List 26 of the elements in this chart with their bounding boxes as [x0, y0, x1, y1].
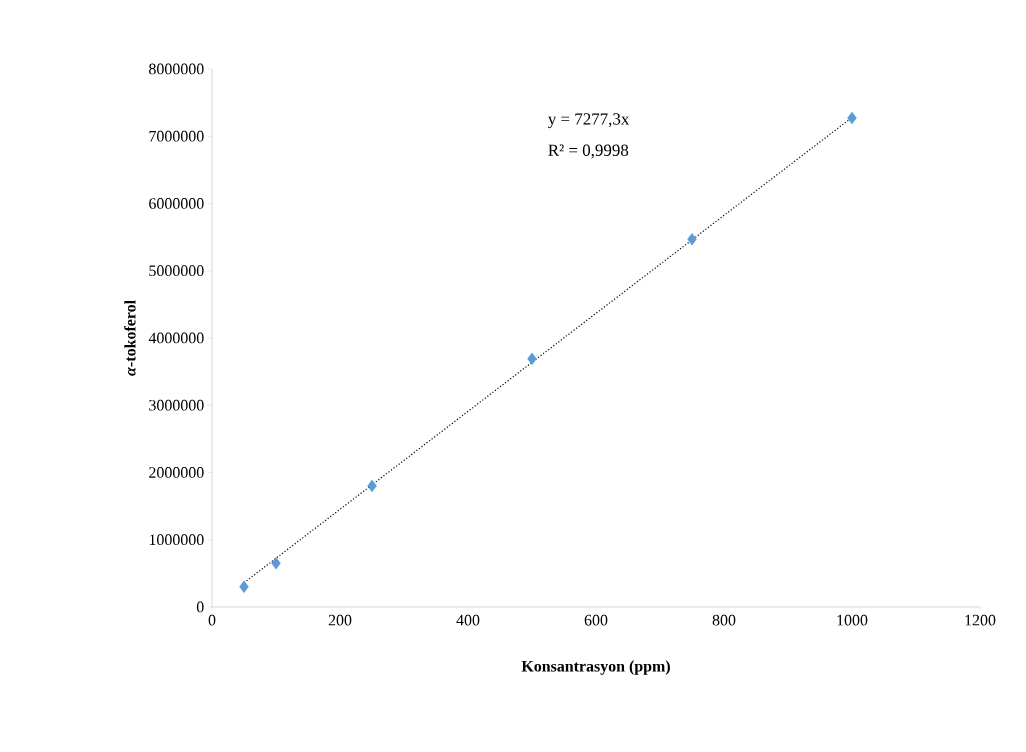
- point: [367, 479, 377, 493]
- y-tick-label: 3000000: [149, 399, 204, 411]
- y-axis-title: α-tokoferol: [124, 300, 136, 376]
- x-tick-label: 1000: [837, 614, 868, 626]
- point: [271, 557, 281, 570]
- point: [527, 352, 537, 366]
- x-tick-label: 600: [584, 614, 608, 626]
- y-tick-label: 2000000: [149, 467, 204, 478]
- annotation: R² = 0,9998: [548, 144, 629, 159]
- x-tick-label: 400: [456, 614, 480, 626]
- y-tick-label: 4000000: [148, 332, 204, 344]
- x-tick-label: 0: [208, 614, 216, 626]
- x-tick-label: 200: [328, 614, 352, 626]
- y-tick-label: 7000000: [149, 130, 204, 142]
- annotation: y = 7277,3x: [548, 113, 630, 129]
- point: [847, 111, 857, 125]
- x-axis-title: Konsantrasyon (ppm): [521, 660, 670, 675]
- x-tick-label: 800: [712, 614, 736, 626]
- y-tick-label: 8000000: [149, 63, 204, 75]
- x-tick-label: 1200: [965, 614, 996, 626]
- y-tick-label: 1000000: [149, 534, 204, 546]
- y-tick-label: 0: [196, 601, 204, 613]
- y-tick-label: 5000000: [149, 265, 204, 277]
- y-tick-label: 6000000: [149, 198, 204, 209]
- point: [687, 232, 697, 246]
- point: [239, 580, 249, 594]
